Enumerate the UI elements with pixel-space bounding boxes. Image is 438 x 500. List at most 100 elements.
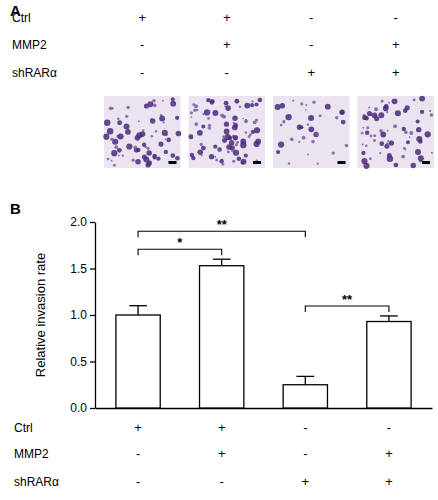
condition-sign: -	[140, 37, 144, 52]
stained-cell	[202, 113, 204, 115]
stained-cell	[379, 152, 381, 154]
stained-cell	[146, 147, 149, 150]
stained-cell	[381, 100, 384, 103]
stained-cell	[209, 154, 214, 159]
stained-cell	[250, 103, 254, 107]
stained-cell	[151, 135, 153, 137]
error-bar-stem	[305, 376, 306, 384]
condition-name: MMP2	[12, 38, 47, 52]
stained-cell	[244, 154, 248, 158]
stained-cell	[146, 150, 152, 156]
condition-name: shRARα	[14, 475, 59, 489]
stained-cell	[118, 155, 120, 157]
panel-label: B	[10, 200, 21, 217]
stained-cell	[280, 124, 283, 127]
micrograph	[358, 96, 435, 169]
bar	[200, 266, 244, 408]
significance-bracket: **	[305, 292, 389, 312]
stained-cell	[208, 110, 210, 112]
stained-cell	[232, 160, 235, 163]
x-axis-line	[96, 408, 433, 409]
stained-cell	[415, 149, 421, 155]
error-bar	[380, 316, 398, 322]
stained-cell	[374, 107, 378, 111]
condition-sign: +	[223, 37, 231, 52]
stained-cell	[218, 149, 221, 152]
micrograph-bg	[358, 96, 435, 168]
y-tick-label: 0.0	[70, 401, 87, 415]
stained-cell	[111, 150, 117, 156]
stained-cell	[166, 138, 171, 143]
bar	[116, 315, 160, 408]
stained-cell	[378, 112, 384, 118]
stained-cell	[292, 100, 294, 102]
stained-cell	[365, 130, 370, 135]
y-tick-mark	[90, 268, 95, 269]
stained-cell	[104, 119, 110, 125]
condition-sign: +	[385, 446, 393, 461]
stained-cell	[152, 154, 156, 158]
condition-sign: +	[302, 474, 310, 489]
stained-cell	[176, 131, 182, 137]
stained-cell	[136, 148, 140, 152]
stained-cell	[188, 134, 193, 139]
stained-cell	[364, 164, 366, 166]
condition-name: Ctrl	[12, 11, 31, 25]
stained-cell	[138, 120, 140, 122]
stained-cell	[249, 133, 252, 136]
condition-sign: -	[303, 446, 307, 461]
stained-cell	[224, 101, 229, 106]
stained-cell	[126, 143, 132, 149]
stained-cell	[232, 115, 237, 120]
stained-cell	[197, 150, 203, 156]
condition-name: shRARα	[12, 66, 57, 80]
bar	[283, 385, 327, 408]
stained-cell	[386, 111, 388, 113]
stained-cell	[387, 130, 389, 132]
stained-cell	[207, 117, 210, 120]
stained-cell	[208, 124, 211, 127]
stained-cell	[419, 96, 425, 102]
condition-sign: -	[309, 37, 313, 52]
stained-cell	[404, 130, 408, 134]
stained-cell	[163, 121, 165, 123]
stained-cell	[219, 159, 223, 163]
stained-cell	[162, 100, 164, 102]
stained-cell	[164, 150, 168, 154]
y-axis-line	[95, 223, 96, 409]
stained-cell	[190, 111, 193, 114]
stained-cell	[393, 124, 397, 128]
y-tick-label: 0.5	[70, 355, 87, 369]
stained-cell	[242, 118, 244, 120]
stained-cell	[367, 111, 372, 116]
y-axis-title: Relative invasion rate	[33, 253, 48, 377]
stained-cell	[275, 104, 281, 110]
stained-cell	[170, 153, 175, 158]
condition-sign: +	[385, 474, 393, 489]
stained-cell	[190, 153, 194, 157]
stained-cell	[298, 141, 300, 143]
stained-cell	[387, 140, 389, 142]
stained-cell	[158, 141, 163, 146]
stained-cell	[313, 132, 318, 137]
stained-cell	[251, 100, 253, 102]
error-bar-stem	[137, 306, 138, 315]
stained-cell	[430, 113, 434, 117]
stained-cell	[312, 100, 315, 103]
stained-cell	[297, 125, 302, 130]
y-axis: 0.00.51.01.52.0	[70, 215, 95, 415]
stained-cell	[278, 141, 284, 147]
micrograph-bg	[104, 96, 181, 168]
stained-cell	[392, 98, 398, 104]
micrograph-bg	[189, 96, 266, 168]
y-tick-label: 1.0	[70, 308, 87, 322]
stained-cell	[369, 157, 372, 160]
stained-cell	[395, 110, 401, 116]
stained-cell	[222, 138, 227, 143]
stained-cell	[240, 139, 246, 145]
stained-cell	[372, 112, 378, 118]
stained-cell	[222, 163, 225, 166]
stained-cell	[425, 131, 431, 137]
stained-cell	[222, 135, 225, 138]
condition-sign: -	[220, 474, 224, 489]
